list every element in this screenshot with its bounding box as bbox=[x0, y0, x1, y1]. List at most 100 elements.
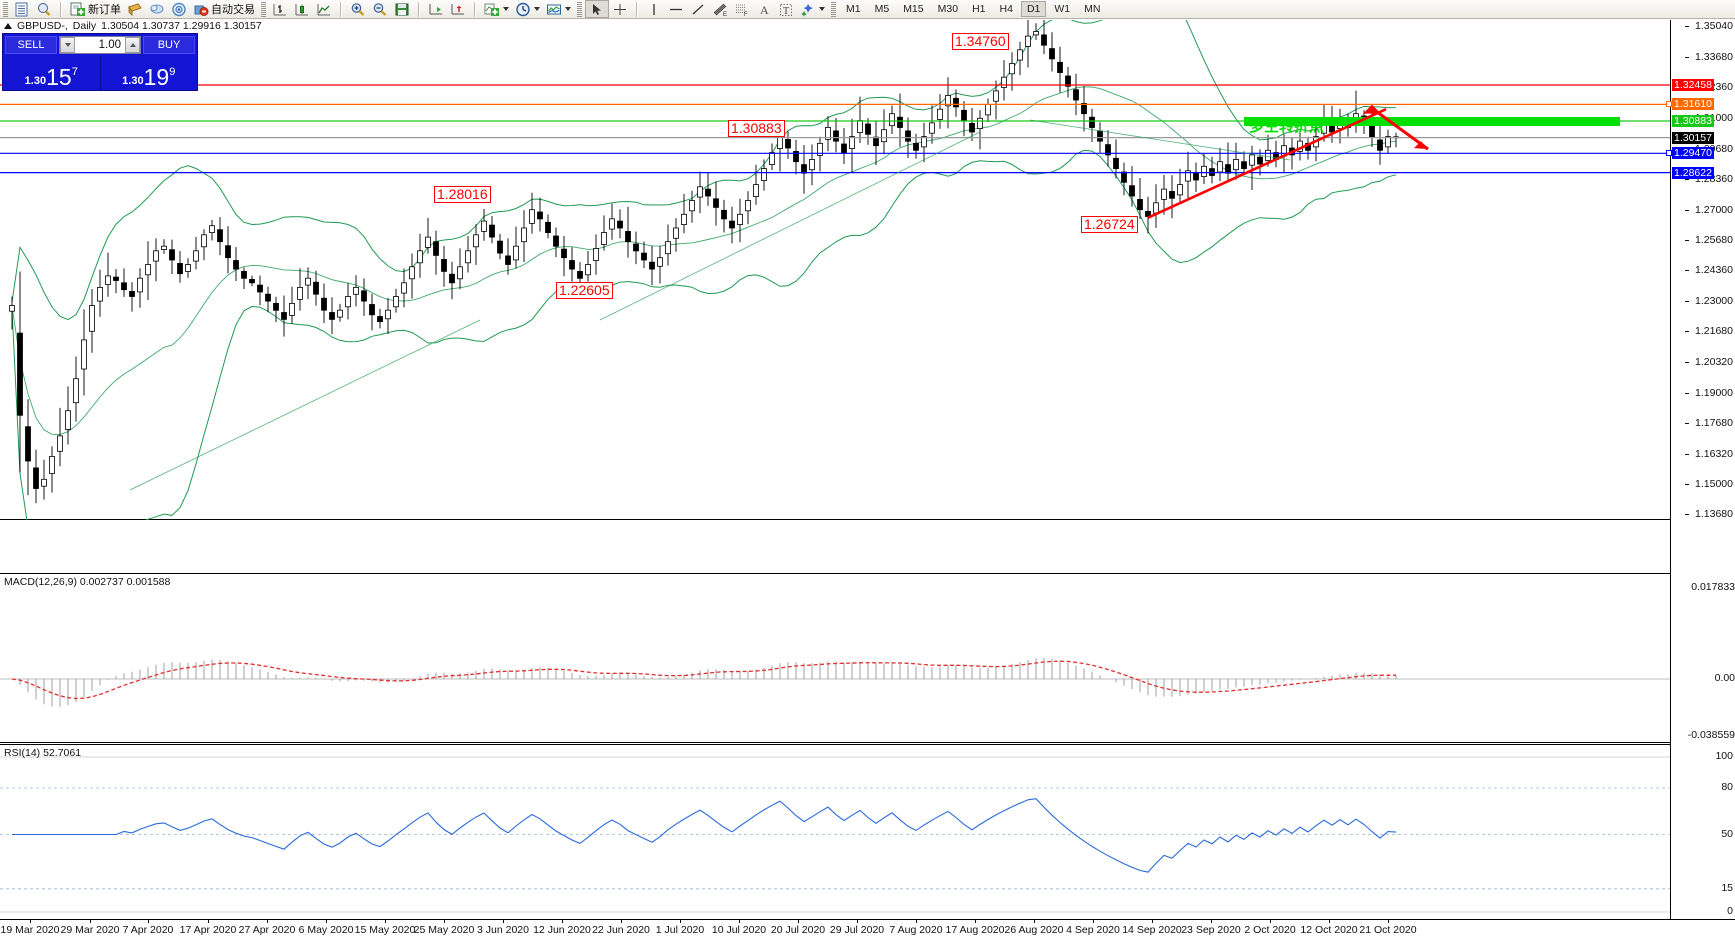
volume-decrease-button[interactable] bbox=[60, 37, 75, 53]
date-tickmark bbox=[1093, 920, 1094, 923]
timeframe-m30[interactable]: M30 bbox=[937, 3, 959, 15]
price-annotation-3[interactable]: 1.26724 bbox=[1081, 216, 1138, 233]
crosshair-icon[interactable] bbox=[609, 0, 631, 18]
date-tick-22: 12 Oct 2020 bbox=[1300, 924, 1358, 936]
order-level-marker[interactable] bbox=[1666, 150, 1672, 157]
sell-price[interactable]: 1.30 15 7 bbox=[3, 56, 100, 90]
signals-icon[interactable] bbox=[168, 0, 190, 18]
price-annotation-2[interactable]: 1.28016 bbox=[434, 186, 491, 203]
vertical-line-icon[interactable] bbox=[643, 0, 665, 18]
price-level-label-4[interactable]: 1.29470 bbox=[1672, 147, 1714, 160]
date-tick-9: 12 Jun 2020 bbox=[533, 924, 591, 936]
timeframe-group: M1 M5 M15 M30 H1 H4 D1 W1 MN bbox=[839, 1, 1107, 17]
cloud-icon[interactable] bbox=[146, 0, 168, 18]
save-icon[interactable] bbox=[391, 0, 413, 18]
date-axis[interactable]: 19 Mar 2020 29 Mar 2020 7 Apr 2020 17 Apr 2… bbox=[0, 919, 1735, 942]
price-level-label-0[interactable]: 1.32458 bbox=[1672, 79, 1714, 91]
timeframe-m1[interactable]: M1 bbox=[846, 3, 861, 15]
text-icon[interactable]: A bbox=[753, 0, 775, 18]
new-order-button[interactable]: 新订单 bbox=[67, 0, 124, 18]
rsi-label: RSI(14) 52.7061 bbox=[4, 747, 82, 759]
date-tickmark bbox=[798, 920, 799, 923]
cursor-icon[interactable] bbox=[585, 0, 609, 18]
price-annotation-1[interactable]: 1.30883 bbox=[728, 120, 785, 137]
buy-price[interactable]: 1.30 19 9 bbox=[101, 56, 198, 90]
price-tick-8: 1.24360 bbox=[1685, 264, 1733, 276]
chart-shift-icon[interactable] bbox=[425, 0, 447, 18]
macd-pane[interactable]: MACD(12,26,9) 0.002737 0.001588 bbox=[0, 573, 1670, 743]
rsi-tick-0: 100 bbox=[1715, 750, 1733, 762]
chevron-down-icon-2[interactable] bbox=[534, 7, 540, 11]
toolbar-grip-4[interactable] bbox=[831, 1, 836, 17]
fibonacci-icon[interactable]: F bbox=[731, 0, 753, 18]
sell-button[interactable]: SELL bbox=[5, 36, 57, 54]
volume-value[interactable]: 1.00 bbox=[98, 39, 121, 51]
zoom-out-icon[interactable] bbox=[369, 0, 391, 18]
price-axis[interactable]: 0.017833 0.00 -0.038559 100 80 50 15 0 1.35040 1.… bbox=[1666, 20, 1735, 919]
price-annotation-4[interactable]: 1.22605 bbox=[556, 282, 613, 299]
date-tickmark bbox=[1270, 920, 1271, 923]
date-tick-19: 14 Sep 2020 bbox=[1122, 924, 1182, 936]
horizontal-line-icon[interactable] bbox=[665, 0, 687, 18]
buy-price-point: 9 bbox=[169, 66, 176, 78]
chevron-down-icon[interactable] bbox=[503, 7, 509, 11]
date-tick-20: 23 Sep 2020 bbox=[1181, 924, 1241, 936]
macd-tick-0: 0.017833 bbox=[1691, 581, 1735, 593]
toolbar-grip[interactable] bbox=[3, 1, 8, 17]
timeframe-h4[interactable]: H4 bbox=[999, 3, 1013, 15]
price-level-label-3[interactable]: 1.30157 bbox=[1672, 131, 1714, 144]
date-tick-18: 4 Sep 2020 bbox=[1066, 924, 1120, 936]
timeframe-mn[interactable]: MN bbox=[1084, 3, 1101, 15]
date-tick-23: 21 Oct 2020 bbox=[1359, 924, 1417, 936]
auto-scroll-icon[interactable] bbox=[447, 0, 469, 18]
order-level-marker[interactable] bbox=[1666, 101, 1672, 108]
price-level-label-5[interactable]: 1.28622 bbox=[1672, 166, 1714, 179]
bar-chart-icon[interactable] bbox=[269, 0, 291, 18]
chevron-down-icon-3[interactable] bbox=[565, 7, 571, 11]
new-order-label: 新订单 bbox=[88, 4, 121, 16]
templates-icon[interactable] bbox=[543, 0, 574, 18]
date-tickmark bbox=[503, 920, 504, 923]
chinese-annotation[interactable]: 多空转折点 bbox=[1249, 117, 1325, 135]
toolbar-grip-3[interactable] bbox=[577, 1, 582, 17]
rsi-tick-2: 50 bbox=[1721, 827, 1733, 840]
text-label-icon[interactable]: T bbox=[775, 0, 797, 18]
objects-icon[interactable] bbox=[797, 0, 828, 18]
volume-increase-button[interactable] bbox=[125, 37, 140, 53]
rsi-pane[interactable]: RSI(14) 52.7061 bbox=[0, 744, 1670, 919]
auto-trading-button[interactable]: 自动交易 bbox=[190, 0, 258, 18]
data-window-icon[interactable] bbox=[33, 0, 55, 18]
date-tickmark bbox=[739, 920, 740, 923]
price-annotation-0[interactable]: 1.34760 bbox=[952, 33, 1009, 50]
svg-text:F: F bbox=[744, 12, 748, 17]
chevron-down-icon-4[interactable] bbox=[819, 7, 825, 11]
price-level-label-2[interactable]: 1.30883 bbox=[1672, 115, 1714, 127]
periodicity-icon[interactable] bbox=[512, 0, 543, 18]
line-chart-icon[interactable] bbox=[313, 0, 335, 18]
price-tick-14: 1.16320 bbox=[1685, 448, 1733, 460]
timeframe-d1[interactable]: D1 bbox=[1020, 1, 1047, 17]
zoom-in-icon[interactable] bbox=[347, 0, 369, 18]
toolbar-grip-2[interactable] bbox=[261, 1, 266, 17]
price-tick-13: 1.17680 bbox=[1685, 417, 1733, 429]
price-level-label-1[interactable]: 1.31610 bbox=[1672, 98, 1714, 111]
timeframe-m5[interactable]: M5 bbox=[874, 3, 890, 15]
equidistant-channel-icon[interactable]: E bbox=[709, 0, 731, 18]
volume-stepper[interactable]: 1.00 bbox=[59, 36, 141, 54]
chart-menu-icon[interactable] bbox=[4, 23, 12, 29]
price-chart-pane[interactable]: 1.34760 1.30883 1.28016 1.26724 1.22605 多空转折点 bbox=[0, 20, 1670, 520]
add-indicator-icon[interactable] bbox=[481, 0, 512, 18]
history-icon[interactable] bbox=[124, 0, 146, 18]
price-chart-canvas bbox=[0, 20, 1670, 520]
date-tickmark bbox=[621, 920, 622, 923]
date-tickmark bbox=[857, 920, 858, 923]
chart-timeframe: Daily bbox=[72, 20, 97, 32]
new-order-icon bbox=[70, 2, 86, 17]
timeframe-w1[interactable]: W1 bbox=[1054, 3, 1071, 15]
timeframe-h1[interactable]: H1 bbox=[972, 3, 986, 15]
buy-button[interactable]: BUY bbox=[143, 36, 195, 54]
trendline-icon[interactable] bbox=[687, 0, 709, 18]
candlestick-chart-icon[interactable] bbox=[291, 0, 313, 18]
market-watch-icon[interactable] bbox=[11, 0, 33, 18]
timeframe-m15[interactable]: M15 bbox=[903, 3, 924, 15]
